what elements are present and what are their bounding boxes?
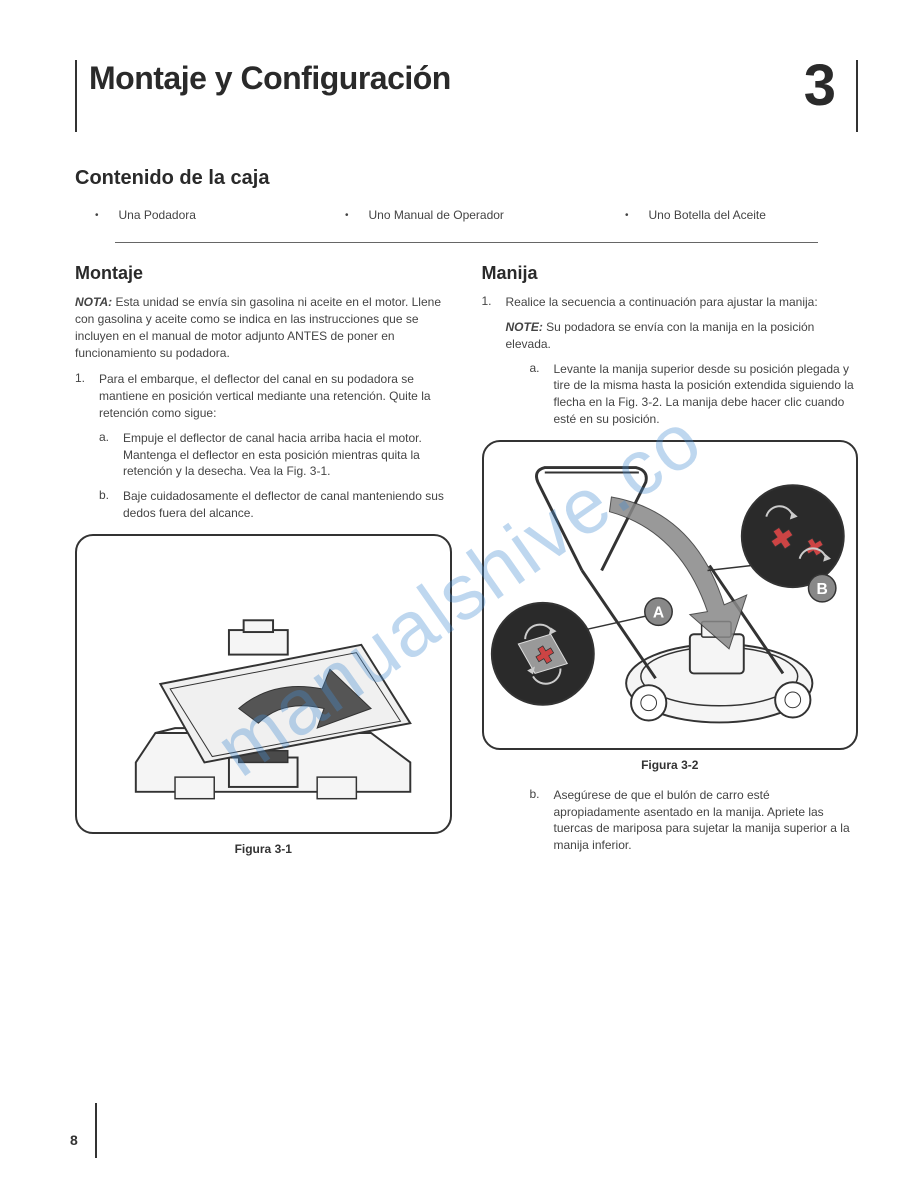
- nota-label: NOTA:: [75, 295, 112, 309]
- content-item: Uno Botella del Aceite: [625, 208, 766, 222]
- page-number: 8: [70, 1132, 78, 1148]
- section-contents-title: Contenido de la caja: [75, 167, 858, 190]
- content-item: Uno Manual de Operador: [345, 208, 625, 222]
- step-1b: b. Asegúrese de que el bulón de carro es…: [530, 787, 859, 854]
- note-label: NOTE:: [506, 320, 543, 334]
- step-letter: b.: [530, 787, 554, 854]
- step-letter: a.: [530, 361, 554, 428]
- step-letter: b.: [99, 488, 123, 522]
- deflector-illustration: [77, 536, 450, 832]
- nota-paragraph: NOTA: Esta unidad se envía sin gasolina …: [75, 294, 452, 361]
- manija-title: Manija: [482, 263, 859, 284]
- step-text: Levante la manija superior desde su posi…: [554, 361, 859, 428]
- step-text: Baje cuidadosamente el deflector de cana…: [123, 488, 452, 522]
- page-title: Montaje y Configuración: [89, 60, 451, 97]
- figure-3-1: [75, 534, 452, 834]
- contents-list: Una Podadora Uno Manual de Operador Uno …: [75, 208, 858, 222]
- step-letter: a.: [99, 430, 123, 480]
- label-b: B: [816, 581, 827, 598]
- handle-illustration: A B: [484, 442, 857, 748]
- step-1: 1. Para el embarque, el deflector del ca…: [75, 371, 452, 421]
- step-text: Asegúrese de que el bulón de carro esté …: [554, 787, 859, 854]
- horizontal-divider: [115, 242, 818, 243]
- label-a: A: [652, 604, 663, 621]
- content-item: Una Podadora: [95, 208, 345, 222]
- step-1: 1. Realice la secuencia a continuación p…: [482, 294, 859, 311]
- step-text: Empuje el deflector de canal hacia arrib…: [123, 430, 452, 480]
- footer-line: [95, 1103, 97, 1158]
- figure-3-2: A B: [482, 440, 859, 750]
- step-1b: b. Baje cuidadosamente el deflector de c…: [99, 488, 452, 522]
- nota-text: Esta unidad se envía sin gasolina ni ace…: [75, 295, 441, 359]
- step-number: 1.: [482, 294, 506, 311]
- step-1a: a. Empuje el deflector de canal hacia ar…: [99, 430, 452, 480]
- step-text: Realice la secuencia a continuación para…: [506, 294, 859, 311]
- figure-3-2-caption: Figura 3-2: [482, 758, 859, 772]
- chapter-number: 3: [804, 60, 836, 112]
- note-paragraph: NOTE: Su podadora se envía con la manija…: [506, 319, 859, 353]
- step-number: 1.: [75, 371, 99, 421]
- page-header: Montaje y Configuración 3: [75, 60, 858, 132]
- step-1a: a. Levante la manija superior desde su p…: [530, 361, 859, 428]
- right-column: Manija 1. Realice la secuencia a continu…: [482, 263, 859, 871]
- step-text: Para el embarque, el deflector del canal…: [99, 371, 452, 421]
- montaje-title: Montaje: [75, 263, 452, 284]
- left-column: Montaje NOTA: Esta unidad se envía sin g…: [75, 263, 452, 871]
- figure-3-1-caption: Figura 3-1: [75, 842, 452, 856]
- note-text: Su podadora se envía con la manija en la…: [506, 320, 815, 351]
